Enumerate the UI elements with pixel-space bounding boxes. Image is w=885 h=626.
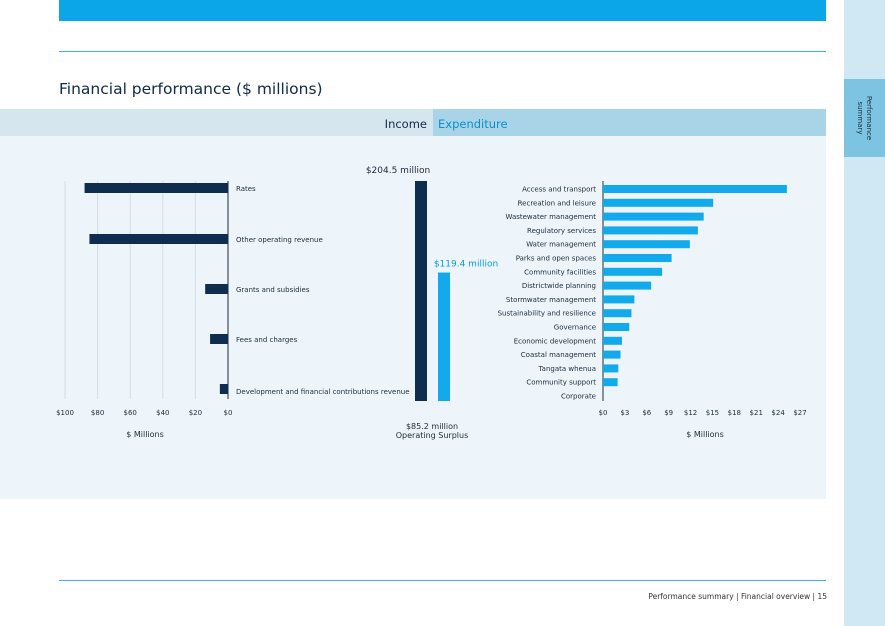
right-x-tick-label: $27 (793, 409, 806, 417)
operating-surplus-label: Operating Surplus (396, 431, 469, 440)
expenditure-category-label: Community facilities (524, 268, 596, 276)
left-x-tick-label: $20 (189, 409, 202, 417)
expenditure-category-label: Corporate (561, 393, 596, 401)
expenditure-category-label: Access and transport (522, 186, 596, 194)
operating-surplus-value: $85.2 million (406, 422, 458, 431)
expenditure-category-bar (603, 212, 704, 221)
footer-rule (59, 580, 826, 581)
income-toggle[interactable] (0, 109, 433, 136)
expenditure-category-bar (603, 226, 698, 235)
page-title: Financial performance ($ millions) (59, 80, 323, 98)
expenditure-category-label: Sustainability and resilience (498, 310, 596, 318)
expenditure-category-bar (603, 281, 652, 290)
expenditure-category-label: Water management (526, 241, 596, 249)
header-rule (59, 51, 826, 52)
expenditure-category-bar (603, 295, 635, 304)
expenditure-category-bar (603, 198, 714, 207)
expenditure-category-label: Regulatory services (527, 227, 596, 235)
expenditure-category-label: Wastewater management (505, 213, 596, 221)
income-source-bar (205, 284, 228, 294)
expenditure-category-bar (603, 254, 672, 262)
right-x-tick-label: $12 (684, 409, 697, 417)
income-source-bar (89, 234, 228, 244)
top-color-band (59, 0, 826, 21)
right-x-tick-label: $24 (771, 409, 785, 417)
expenditure-toggle-label: Expenditure (438, 117, 508, 131)
expenditure-total-label: $119.4 million (434, 260, 498, 270)
expenditure-toggle[interactable] (433, 109, 826, 136)
income-toggle-label: Income (384, 117, 427, 131)
left-x-tick-label: $40 (156, 409, 169, 417)
expenditure-category-label: Community support (526, 379, 596, 387)
income-source-label: Rates (236, 185, 256, 193)
expenditure-total-bar (438, 272, 450, 401)
right-x-tick-label: $21 (750, 409, 763, 417)
left-x-axis-title: $ Millions (126, 430, 164, 439)
right-x-tick-label: $0 (599, 409, 608, 417)
expenditure-category-label: Coastal management (521, 351, 596, 359)
right-x-axis-title: $ Millions (686, 430, 724, 439)
footer-text: Performance summary | Financial overview… (648, 592, 827, 601)
expenditure-category-label: Governance (554, 324, 596, 332)
chart-panel (0, 109, 826, 499)
expenditure-category-bar (603, 267, 663, 276)
expenditure-category-label: Recreation and leisure (518, 199, 596, 207)
income-source-bar (219, 384, 228, 394)
income-source-label: Development and financial contributions … (236, 388, 410, 396)
income-source-label: Grants and subsidies (236, 286, 310, 294)
right-x-tick-label: $9 (664, 409, 673, 417)
expenditure-category-label: Economic development (514, 337, 597, 345)
expenditure-category-bar (603, 378, 618, 387)
income-source-label: Fees and charges (236, 336, 298, 344)
left-x-tick-label: $80 (91, 409, 104, 417)
left-x-tick-label: $60 (124, 409, 137, 417)
right-x-tick-label: $15 (706, 409, 719, 417)
expenditure-category-bar (603, 364, 619, 373)
income-source-bar (84, 183, 228, 193)
left-x-tick-label: $0 (224, 409, 233, 417)
income-total-bar (415, 181, 427, 401)
expenditure-category-label: Stormwater management (506, 296, 596, 304)
expenditure-category-label: Tangata whenua (538, 365, 596, 373)
income-source-bar (210, 334, 228, 344)
right-x-tick-label: $6 (642, 409, 651, 417)
income-total-label: $204.5 million (366, 166, 430, 176)
right-x-tick-label: $18 (728, 409, 741, 417)
expenditure-category-label: Districtwide planning (522, 282, 596, 290)
expenditure-category-bar (603, 309, 632, 318)
side-tab-performance-summary[interactable] (844, 79, 885, 157)
expenditure-category-bar (603, 240, 690, 249)
expenditure-category-bar (603, 350, 621, 359)
left-x-tick-label: $100 (56, 409, 74, 417)
expenditure-category-bar (603, 185, 787, 193)
income-source-label: Other operating revenue (236, 236, 323, 244)
expenditure-category-label: Parks and open spaces (516, 255, 597, 263)
expenditure-category-bar (603, 323, 630, 331)
right-x-tick-label: $3 (620, 409, 629, 417)
expenditure-category-bar (603, 336, 622, 345)
